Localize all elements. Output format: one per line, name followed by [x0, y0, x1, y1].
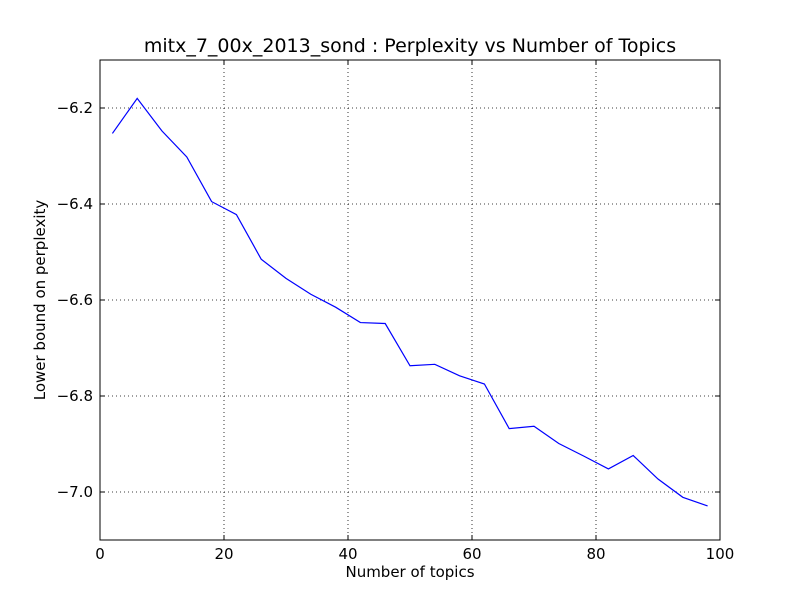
x-tick-label: 100 [706, 545, 735, 563]
y-axis-label: Lower bound on perplexity [31, 200, 49, 401]
chart-title: mitx_7_00x_2013_sond : Perplexity vs Num… [144, 35, 676, 57]
series-layer [111, 97, 708, 507]
x-tick-label: 80 [586, 545, 605, 563]
series-line [111, 97, 708, 507]
y-tick-label: −7.0 [57, 483, 93, 501]
y-tick-label: −6.8 [57, 387, 93, 405]
x-axis-label: Number of topics [345, 563, 474, 581]
x-tick-label: 0 [95, 545, 105, 563]
y-tick-label: −6.2 [57, 99, 93, 117]
y-tick-label: −6.4 [57, 195, 93, 213]
ticks: 0 20 40 60 80 100 −6.2 −6.4 −6.6 −6.8 −7.0 [57, 60, 735, 563]
x-tick-label: 40 [338, 545, 357, 563]
x-tick-label: 20 [214, 545, 233, 563]
grid [100, 60, 720, 540]
y-tick-label: −6.6 [57, 291, 93, 309]
x-tick-label: 60 [462, 545, 481, 563]
